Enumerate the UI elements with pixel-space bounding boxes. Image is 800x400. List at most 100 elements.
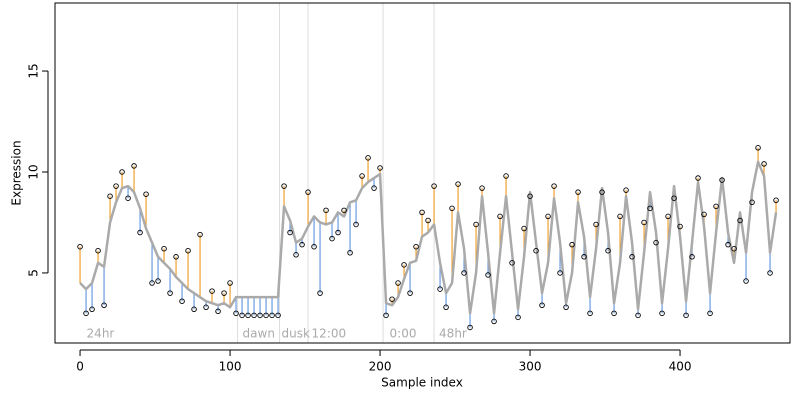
point <box>689 254 695 260</box>
x-tick-label: 300 <box>519 360 542 374</box>
x-tick-label: 200 <box>369 360 392 374</box>
point <box>491 318 497 325</box>
point <box>575 189 581 195</box>
point <box>749 199 755 206</box>
point <box>635 312 641 319</box>
point <box>659 310 665 317</box>
point <box>263 312 269 319</box>
point <box>173 254 179 260</box>
point <box>545 213 551 220</box>
point <box>359 173 365 179</box>
point <box>503 173 509 179</box>
point <box>407 290 413 296</box>
point <box>83 310 89 317</box>
point <box>419 209 425 216</box>
point <box>245 312 251 319</box>
point <box>713 203 719 210</box>
point <box>119 169 125 175</box>
point <box>251 312 257 319</box>
point <box>347 250 353 256</box>
point <box>107 193 113 199</box>
point <box>497 213 503 220</box>
plot-box <box>54 2 791 344</box>
point <box>401 262 407 268</box>
point <box>311 243 317 250</box>
x-tick-label: 400 <box>669 360 692 374</box>
point <box>767 270 773 276</box>
point <box>95 247 101 254</box>
annotation: 24hr <box>87 327 115 341</box>
point <box>587 310 593 317</box>
point <box>437 286 443 292</box>
point <box>287 229 293 236</box>
point <box>101 302 107 308</box>
x-tick-label: 0 <box>76 360 84 374</box>
y-tick-label: 5 <box>27 269 41 277</box>
fitted-line <box>79 160 778 315</box>
point <box>257 312 263 319</box>
annotation: 48hr <box>439 327 467 341</box>
point <box>455 181 461 187</box>
point <box>461 270 467 276</box>
point <box>197 231 203 238</box>
point <box>323 207 329 214</box>
point <box>185 247 191 254</box>
point <box>275 312 281 319</box>
point <box>731 245 737 252</box>
point <box>131 163 137 169</box>
point <box>683 312 689 319</box>
point <box>755 145 761 151</box>
point <box>233 310 239 317</box>
point <box>191 306 197 313</box>
point <box>479 185 485 191</box>
point <box>725 241 731 248</box>
point <box>443 304 449 311</box>
point <box>179 298 185 304</box>
point <box>515 314 521 321</box>
point <box>305 189 311 195</box>
point <box>647 205 653 212</box>
y-tick-label: 10 <box>27 164 41 179</box>
point <box>371 185 377 191</box>
point <box>239 312 245 319</box>
point <box>521 225 527 232</box>
point <box>557 270 563 276</box>
point <box>89 306 95 313</box>
point <box>335 229 341 236</box>
point <box>209 288 215 294</box>
x-tick-label: 100 <box>219 360 242 374</box>
point <box>761 161 767 167</box>
point <box>629 254 635 260</box>
point <box>695 175 701 181</box>
point <box>389 296 395 302</box>
y-axis-label: Expression <box>10 140 24 205</box>
point <box>203 304 209 311</box>
point <box>467 324 473 331</box>
point <box>563 304 569 311</box>
point <box>581 254 587 260</box>
point <box>449 205 455 212</box>
point <box>281 183 287 189</box>
point <box>677 223 683 230</box>
point <box>473 221 479 228</box>
point <box>365 155 371 161</box>
point <box>125 195 131 201</box>
point <box>569 241 575 248</box>
point <box>293 252 299 258</box>
point <box>623 187 629 193</box>
point <box>539 302 545 308</box>
point <box>707 310 713 317</box>
point <box>317 290 323 296</box>
annotation: 0:00 <box>390 327 417 341</box>
point <box>605 247 611 254</box>
point <box>113 183 119 189</box>
point <box>227 280 233 286</box>
point <box>221 290 227 296</box>
point <box>377 165 383 171</box>
point <box>719 177 725 183</box>
point <box>701 211 707 218</box>
point <box>593 221 599 228</box>
point <box>413 243 419 250</box>
point <box>665 213 671 220</box>
